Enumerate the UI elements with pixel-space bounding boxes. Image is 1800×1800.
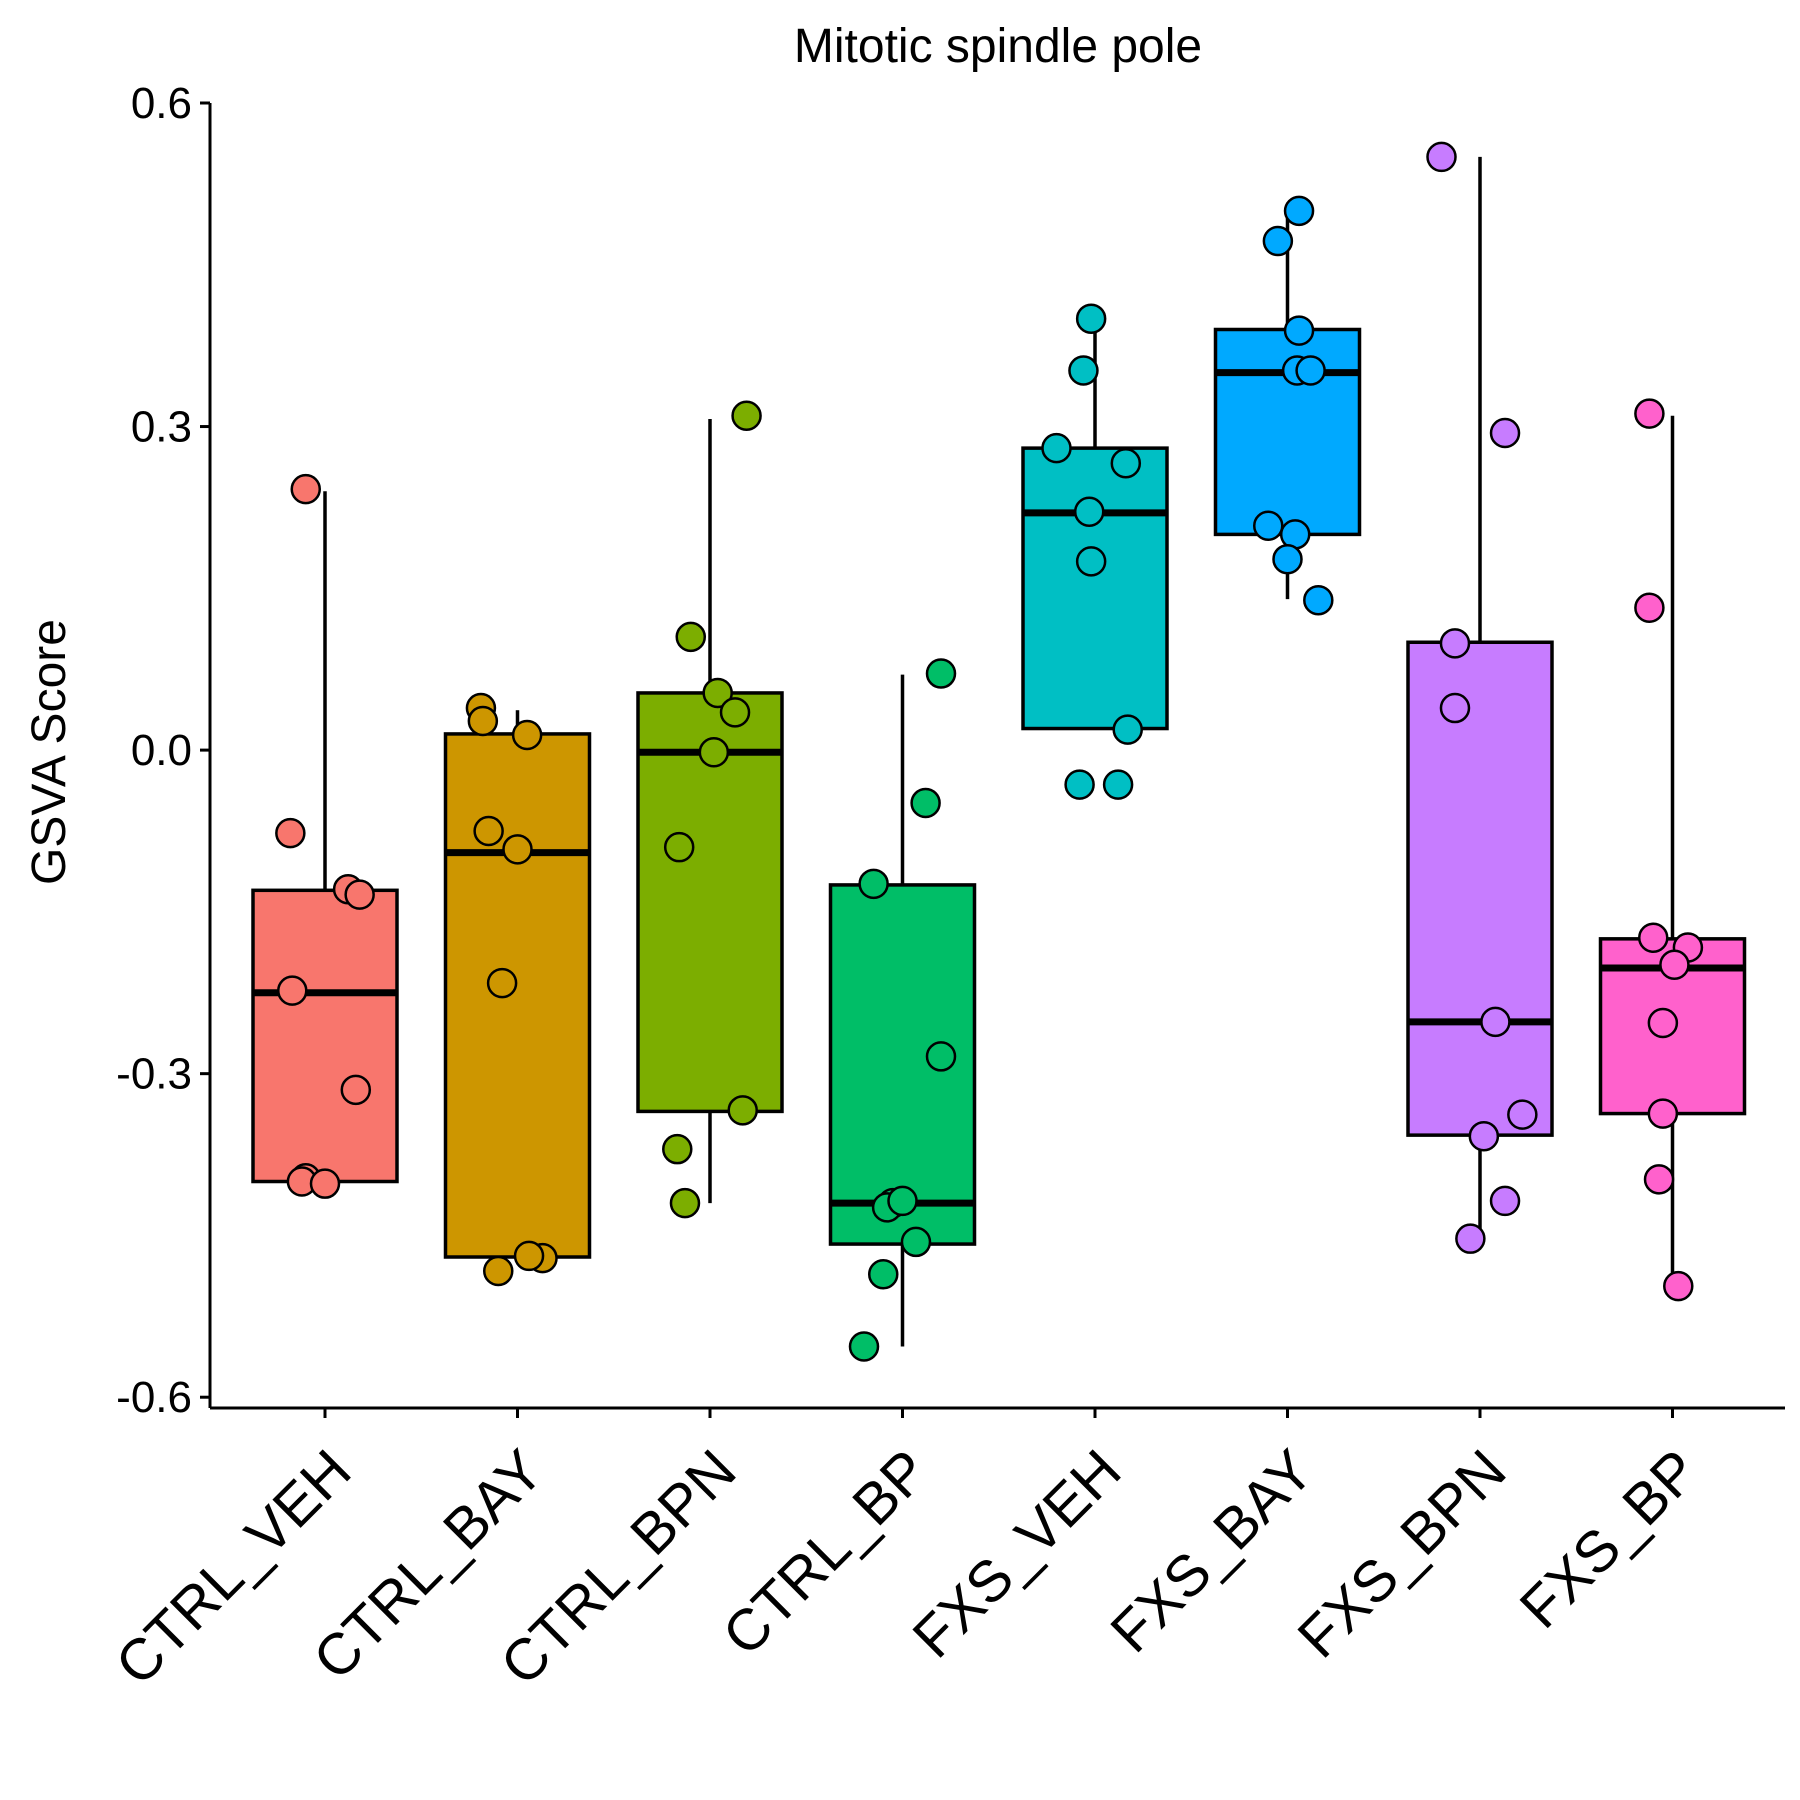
data-point [669, 1187, 701, 1219]
data-point [731, 400, 762, 432]
data-point [483, 1255, 514, 1287]
chart-title: Mitotic spindle pole [794, 20, 1202, 73]
x-tick-label: FXS_VEH [901, 1437, 1134, 1670]
data-point [1439, 692, 1471, 724]
data-point [1041, 432, 1072, 464]
y-tick-label: 0.0 [131, 726, 192, 775]
data-point [1468, 1120, 1500, 1152]
data-point [1638, 922, 1669, 954]
data-point [1283, 195, 1315, 227]
data-point [473, 815, 504, 847]
data-point [486, 967, 518, 999]
data-point [900, 1226, 932, 1258]
data-point [502, 834, 533, 865]
box-body [1406, 640, 1554, 1137]
data-point [1112, 714, 1143, 745]
data-point [275, 817, 306, 849]
data-point [1283, 315, 1315, 346]
data-point [511, 719, 543, 751]
x-tick-label: FXS_BPN [1286, 1437, 1519, 1670]
data-point [925, 1041, 957, 1072]
data-point [1102, 769, 1134, 800]
box-fxs-bp [1598, 415, 1747, 1287]
data-point [1426, 141, 1457, 173]
box-body [1021, 446, 1169, 731]
box-body [443, 732, 592, 1259]
jitter-points [275, 141, 1704, 1362]
data-point [1634, 592, 1665, 623]
box-ctrl-veh [251, 491, 399, 1184]
data-point [467, 705, 499, 737]
data-point [887, 1185, 918, 1217]
data-point [1262, 225, 1294, 257]
data-point [290, 473, 321, 505]
data-point [277, 975, 308, 1006]
data-point [910, 787, 941, 819]
y-tick-label: -0.6 [116, 1373, 192, 1422]
data-point [858, 868, 889, 900]
y-axis-title: GSVA Score [23, 619, 76, 885]
data-point [1659, 949, 1690, 980]
data-point [1295, 355, 1326, 386]
data-point [1489, 1185, 1521, 1217]
data-point [1489, 417, 1521, 449]
data-point [848, 1331, 880, 1362]
x-axis: CTRL_VEHCTRL_BAYCTRL_BPNCTRL_BPFXS_VEHFX… [103, 1406, 1785, 1698]
box-body [1213, 327, 1362, 537]
data-point [698, 737, 730, 768]
data-point [1075, 303, 1107, 334]
data-point [513, 1240, 545, 1272]
data-point [1480, 1006, 1511, 1038]
data-point [675, 621, 706, 653]
data-point [702, 677, 733, 709]
data-point [719, 697, 751, 728]
x-tick-label: FXS_BP [1508, 1437, 1711, 1640]
data-point [1643, 1164, 1675, 1195]
box-ctrl-bpn [636, 419, 784, 1204]
data-point [1303, 584, 1334, 616]
box-fxs-bpn [1406, 156, 1554, 1239]
data-point [1073, 496, 1105, 528]
x-tick-label: CTRL_BP [710, 1437, 941, 1668]
data-point [662, 1133, 693, 1165]
data-point [340, 1074, 372, 1106]
data-point [663, 831, 695, 863]
box-body [251, 888, 399, 1184]
y-tick-label: -0.3 [116, 1050, 192, 1099]
data-point [1455, 1223, 1486, 1254]
data-point [1663, 1270, 1694, 1302]
data-point [1272, 543, 1303, 575]
data-point [925, 658, 957, 689]
data-point [1253, 510, 1284, 542]
data-point [309, 1168, 341, 1199]
y-tick-label: 0.3 [131, 403, 192, 452]
data-point [1075, 546, 1107, 577]
box-ctrl-bay [443, 710, 592, 1259]
data-point [1647, 1098, 1679, 1129]
data-point [1634, 398, 1665, 429]
y-axis: -0.6 -0.3 0.0 0.3 0.6 [116, 79, 212, 1422]
data-point [868, 1259, 899, 1290]
data-point [1507, 1099, 1538, 1130]
data-point [1647, 1007, 1679, 1039]
data-point [1068, 355, 1099, 386]
data-point [344, 879, 375, 910]
data-point [1110, 447, 1142, 479]
y-tick-label: 0.6 [131, 79, 192, 128]
data-point [727, 1095, 758, 1126]
data-point [1439, 628, 1471, 659]
data-point [1064, 769, 1095, 800]
box-plots [251, 156, 1747, 1347]
